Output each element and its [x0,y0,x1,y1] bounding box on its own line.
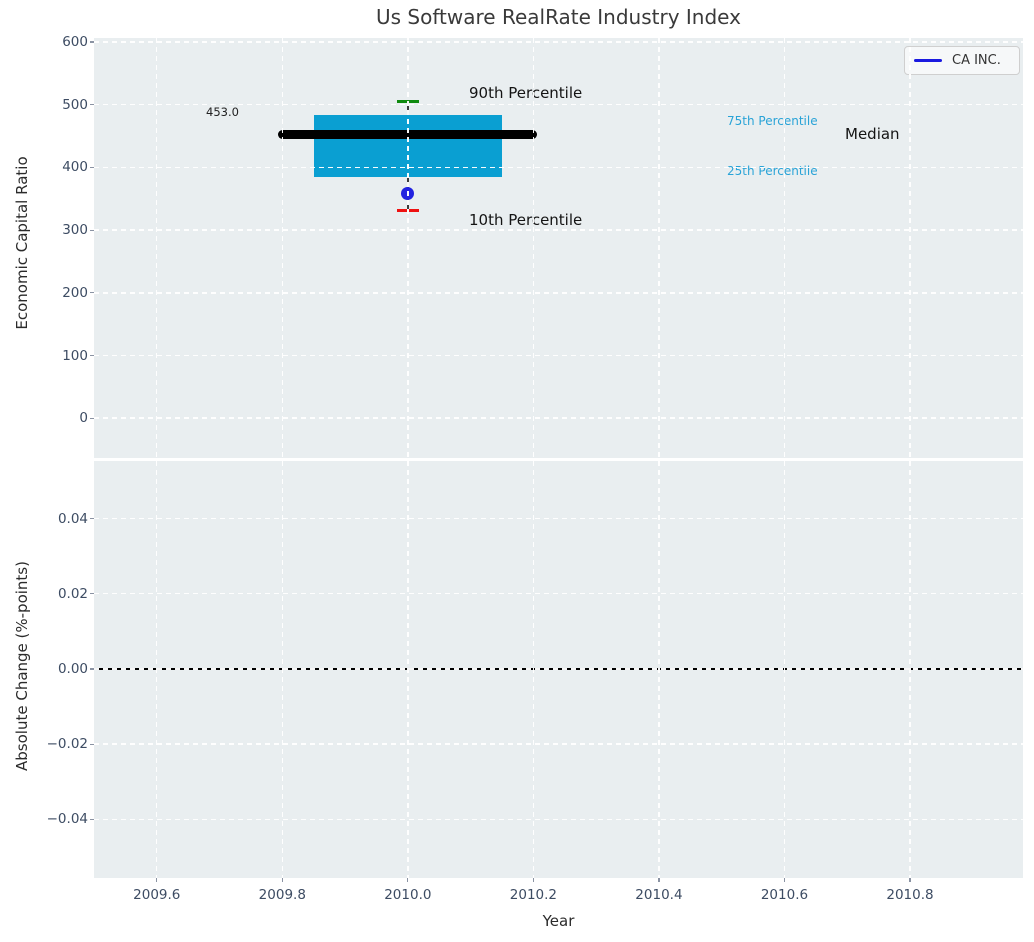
y-tick-label: 100 [62,347,88,364]
y-tick-label: 500 [62,96,88,113]
x-tick-label: 2010.8 [886,887,934,903]
legend-line-icon [914,59,942,62]
y-tick-mark [90,104,94,106]
gridline-horizontal [94,41,1023,43]
x-tick-label: 2010.0 [384,887,432,903]
axes-economic-capital-ratio [94,38,1023,458]
x-tick-mark [156,878,158,882]
gridline-horizontal [94,593,1023,595]
gridline-horizontal [94,229,1023,231]
x-tick-mark [783,878,786,882]
y-tick-label: 400 [62,159,88,176]
median-annotation: Median [845,125,900,143]
x-tick-label: 2010.4 [635,887,683,903]
x-axis-label: Year [542,912,575,930]
y-tick-mark [90,743,94,745]
gridline-horizontal [94,166,1023,169]
gridline-vertical [407,38,409,458]
y-tick-mark [90,517,94,520]
y-tick-mark [90,166,94,169]
y-tick-label: −0.02 [46,736,88,753]
p75-annotation: 75th Percentile [727,114,818,128]
x-tick-mark [658,878,660,882]
gridline-vertical [658,38,660,458]
x-tick-mark [281,878,283,882]
y-tick-label: 0.00 [57,660,88,677]
gridline-vertical [532,38,535,458]
gridline-horizontal [94,104,1023,106]
gridline-horizontal [94,517,1023,520]
x-tick-mark [407,878,409,882]
gridline-vertical [156,38,158,458]
y-tick-mark [90,229,94,231]
gridline-vertical [281,38,283,458]
p90-annotation: 90th Percentile [469,84,583,102]
gridline-horizontal [94,292,1023,294]
y-axis-label-top: Economic Capital Ratio [13,156,31,330]
chart-title: Us Software RealRate Industry Index [376,5,741,29]
legend-series-label: CA INC. [952,53,1001,68]
y-tick-label: 0.02 [57,585,88,602]
gridline-vertical [909,38,911,458]
y-tick-label: 600 [62,34,88,51]
x-tick-label: 2009.6 [133,887,181,903]
legend: CA INC. [904,46,1020,75]
gridline-horizontal [94,743,1023,745]
x-tick-label: 2010.2 [509,887,558,903]
y-tick-mark [90,818,94,820]
p10-annotation: 10th Percentile [469,211,583,229]
gridline-horizontal [94,417,1023,419]
gridline-horizontal [94,818,1023,821]
y-tick-mark [90,292,94,294]
y-tick-label: 0 [79,410,88,427]
y-tick-mark [90,668,94,670]
x-tick-mark [532,878,534,882]
y-tick-label: −0.04 [46,811,88,828]
y-tick-mark [90,354,94,357]
y-tick-mark [90,593,94,595]
y-tick-mark [90,417,94,419]
gridline-horizontal [94,354,1023,357]
gridline-horizontal [94,668,1023,670]
y-tick-label: 300 [62,222,88,239]
median-value-annotation: 453.0 [206,105,239,119]
y-tick-mark [90,41,94,43]
x-tick-mark [909,878,911,882]
x-tick-label: 2009.8 [258,887,306,903]
y-tick-label: 0.04 [57,510,88,527]
y-tick-label: 200 [62,284,88,301]
gridline-vertical [783,38,786,458]
x-tick-label: 2010.6 [760,887,809,903]
